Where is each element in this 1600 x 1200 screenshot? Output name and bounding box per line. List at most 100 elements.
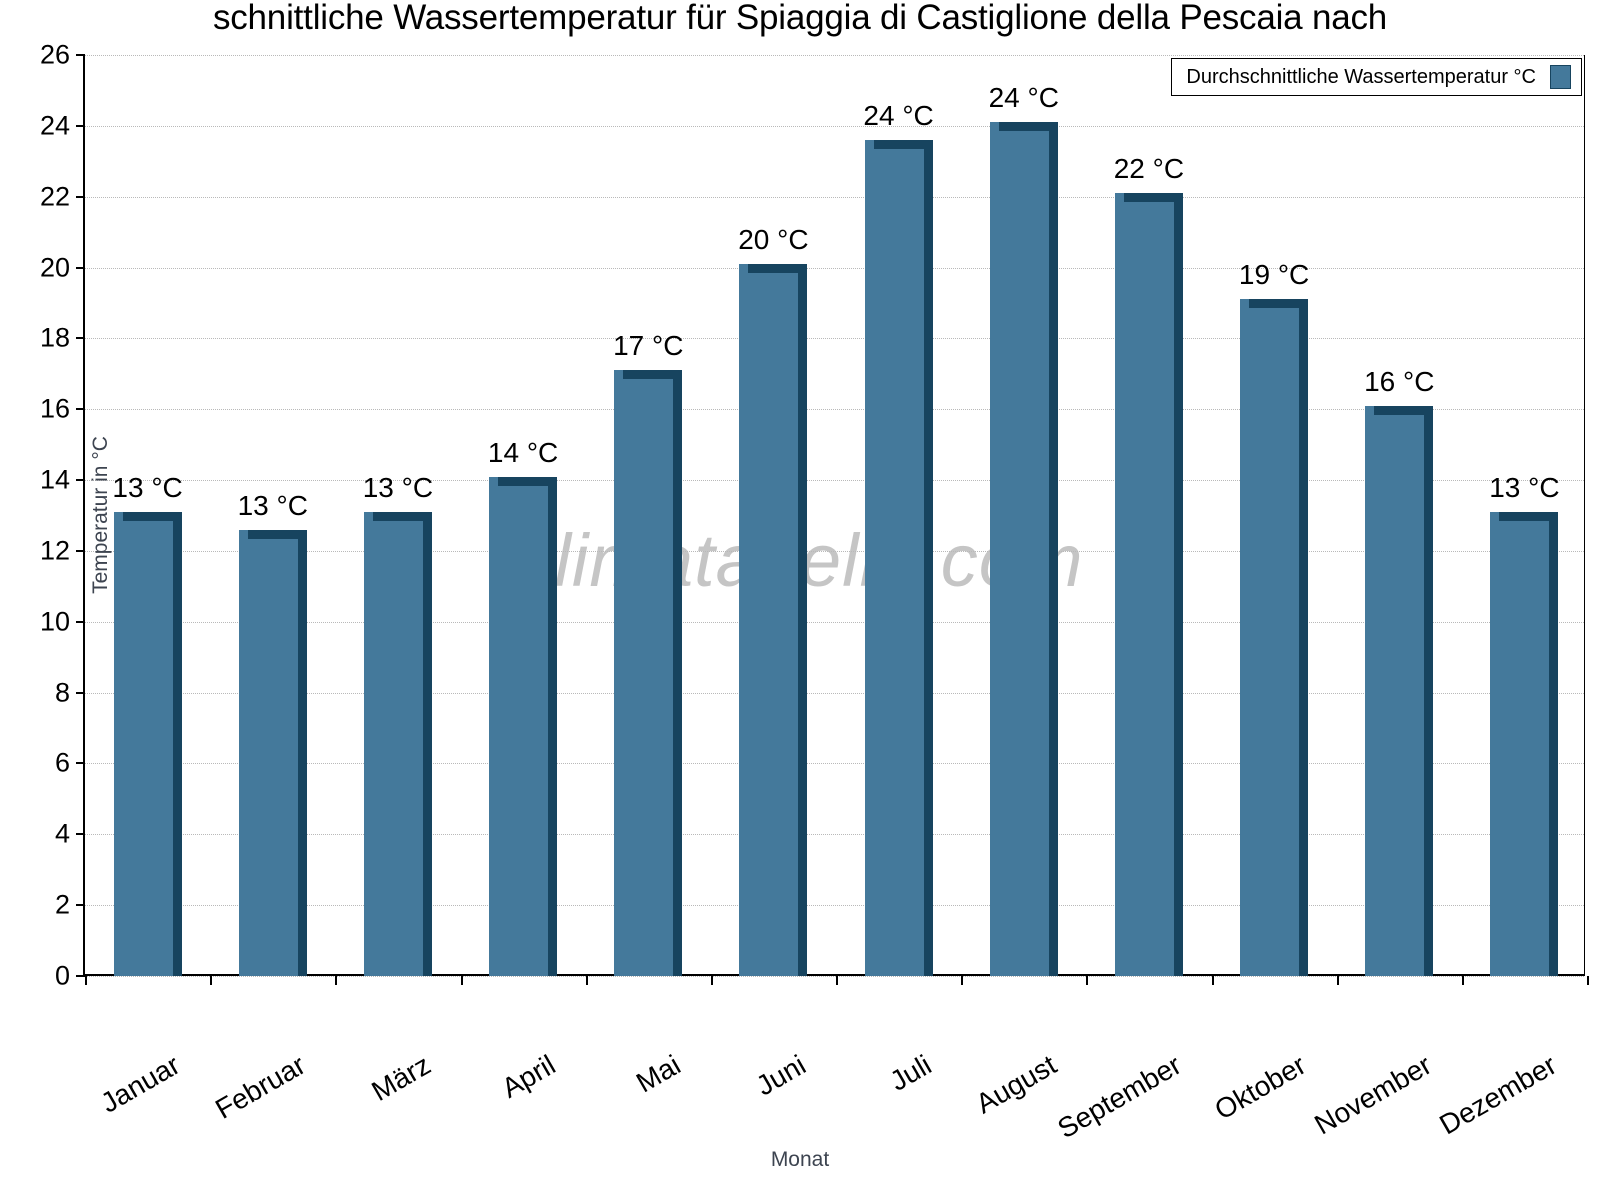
bar-edge-notch <box>1114 193 1124 203</box>
x-axis-tick-mark <box>335 976 338 985</box>
bar[interactable] <box>1365 405 1434 976</box>
gridline <box>85 338 1584 340</box>
bar-edge-right <box>422 511 432 976</box>
x-axis-tick-mark <box>836 976 838 985</box>
y-axis-tick-label: 24 <box>39 110 70 141</box>
gridline <box>85 834 1584 836</box>
x-axis-tick-mark <box>1336 976 1339 985</box>
bar-edge-right <box>1424 405 1434 976</box>
y-axis-tick-mark <box>76 266 85 269</box>
bar-value-label: 16 °C <box>1364 365 1435 397</box>
y-axis-tick-label: 4 <box>54 818 70 849</box>
bar-edge-top <box>363 511 432 521</box>
y-axis-tick-label: 22 <box>39 181 70 212</box>
x-axis-tick-label: März <box>366 1049 436 1107</box>
bar-edge-top <box>739 263 808 273</box>
bar-value-label: 14 °C <box>487 436 559 468</box>
bar-edge-top <box>489 476 558 486</box>
y-axis-tick-mark <box>76 408 85 411</box>
gridline <box>85 267 1584 269</box>
gridline <box>85 196 1584 198</box>
bar-edge-top <box>864 140 933 149</box>
y-axis-tick-mark <box>76 975 85 977</box>
bar-edge-top <box>1365 405 1434 415</box>
x-axis-tick-mark <box>210 976 213 985</box>
gridline <box>85 763 1584 765</box>
chart-legend[interactable]: Durchschnittliche Wassertemperatur °C <box>1171 58 1582 96</box>
bar[interactable] <box>238 529 307 976</box>
y-axis-tick-label: 14 <box>39 464 70 495</box>
bar-value-label: 17 °C <box>613 330 684 362</box>
plot-area: 0 2 4 6 8 10 12 14 16 18 20 22 24 26 13 °C 13 °C 13 °C 1… <box>40 40 1589 1144</box>
bar-edge-notch <box>363 511 373 521</box>
bar-value-label: 20 °C <box>738 223 809 255</box>
y-axis-tick-mark <box>76 833 85 836</box>
x-axis-title: Monat <box>770 1148 830 1171</box>
x-axis-tick-label: Februar <box>209 1049 311 1125</box>
bar[interactable] <box>489 476 558 976</box>
gridline <box>85 905 1584 907</box>
x-axis-tick-label: August <box>970 1049 1062 1120</box>
bar-edge-notch <box>489 476 499 486</box>
bar-edge-top <box>989 122 1058 132</box>
gridline <box>85 692 1584 694</box>
gridline <box>85 976 1584 977</box>
x-axis-tick-label: Januar <box>95 1049 185 1119</box>
x-axis-tick-label: Dezember <box>1434 1049 1563 1141</box>
y-axis-tick-label: 18 <box>39 322 70 353</box>
x-axis-tick-label: April <box>496 1049 561 1104</box>
x-axis-tick-label: September <box>1052 1049 1187 1145</box>
y-axis-tick-mark <box>76 195 85 198</box>
chart-title: schnittliche Wassertemperatur für Spiagg… <box>212 0 1388 37</box>
y-axis-tick-mark <box>76 691 85 694</box>
x-axis-tick-mark <box>1587 976 1589 985</box>
bar-edge-top <box>1114 193 1183 203</box>
bar[interactable] <box>113 511 182 976</box>
bar-edge-right <box>798 263 808 976</box>
bar-value-label: 19 °C <box>1238 259 1310 291</box>
bar[interactable] <box>989 122 1058 976</box>
y-axis-tick-mark <box>76 479 85 482</box>
bar-value-label: 24 °C <box>863 100 934 131</box>
bar[interactable] <box>1240 299 1309 976</box>
x-axis-tick-mark <box>85 976 87 985</box>
bar-value-label: 22 °C <box>1113 153 1185 185</box>
y-axis-tick-mark <box>76 54 85 56</box>
bar-edge-right <box>923 140 933 976</box>
bar[interactable] <box>739 263 808 976</box>
bar-edge-notch <box>1240 299 1250 309</box>
bar-edge-notch <box>614 370 624 380</box>
x-axis-tick-label: Mai <box>631 1049 686 1099</box>
bar-edge-notch <box>989 122 999 132</box>
y-axis-tick-label: 8 <box>54 677 70 708</box>
bar-edge-right <box>1048 122 1058 976</box>
x-axis-tick-mark <box>1461 976 1464 985</box>
y-axis-tick-mark <box>76 549 85 552</box>
bar[interactable] <box>864 140 933 976</box>
bar-value-label: 13 °C <box>237 489 308 521</box>
bar-edge-right <box>1173 193 1183 976</box>
gridline <box>85 480 1584 482</box>
bar[interactable] <box>1114 193 1183 976</box>
x-axis-tick-label: Juli <box>884 1049 937 1097</box>
bar-edge-top <box>614 370 683 380</box>
bar-edge-right <box>172 511 182 976</box>
y-axis-tick-mark <box>76 762 85 765</box>
y-axis-tick-label: 26 <box>39 39 70 70</box>
bar-edge-notch <box>739 263 749 273</box>
x-axis-tick-mark <box>585 976 588 985</box>
gridline <box>85 409 1584 411</box>
bar-value-label: 13 °C <box>1489 471 1560 503</box>
bar-value-label: 13 °C <box>362 471 434 503</box>
bar[interactable] <box>363 511 432 976</box>
bar[interactable] <box>614 370 683 976</box>
y-axis-tick-mark <box>76 620 85 623</box>
bar[interactable] <box>1490 511 1559 976</box>
y-axis-tick-label: 20 <box>39 252 70 283</box>
bar-edge-right <box>1549 511 1559 976</box>
legend-color-swatch <box>1550 65 1571 89</box>
bar-edge-notch <box>1490 511 1500 521</box>
y-axis-tick-label: 16 <box>39 393 70 424</box>
x-axis-tick-mark <box>1211 976 1214 985</box>
